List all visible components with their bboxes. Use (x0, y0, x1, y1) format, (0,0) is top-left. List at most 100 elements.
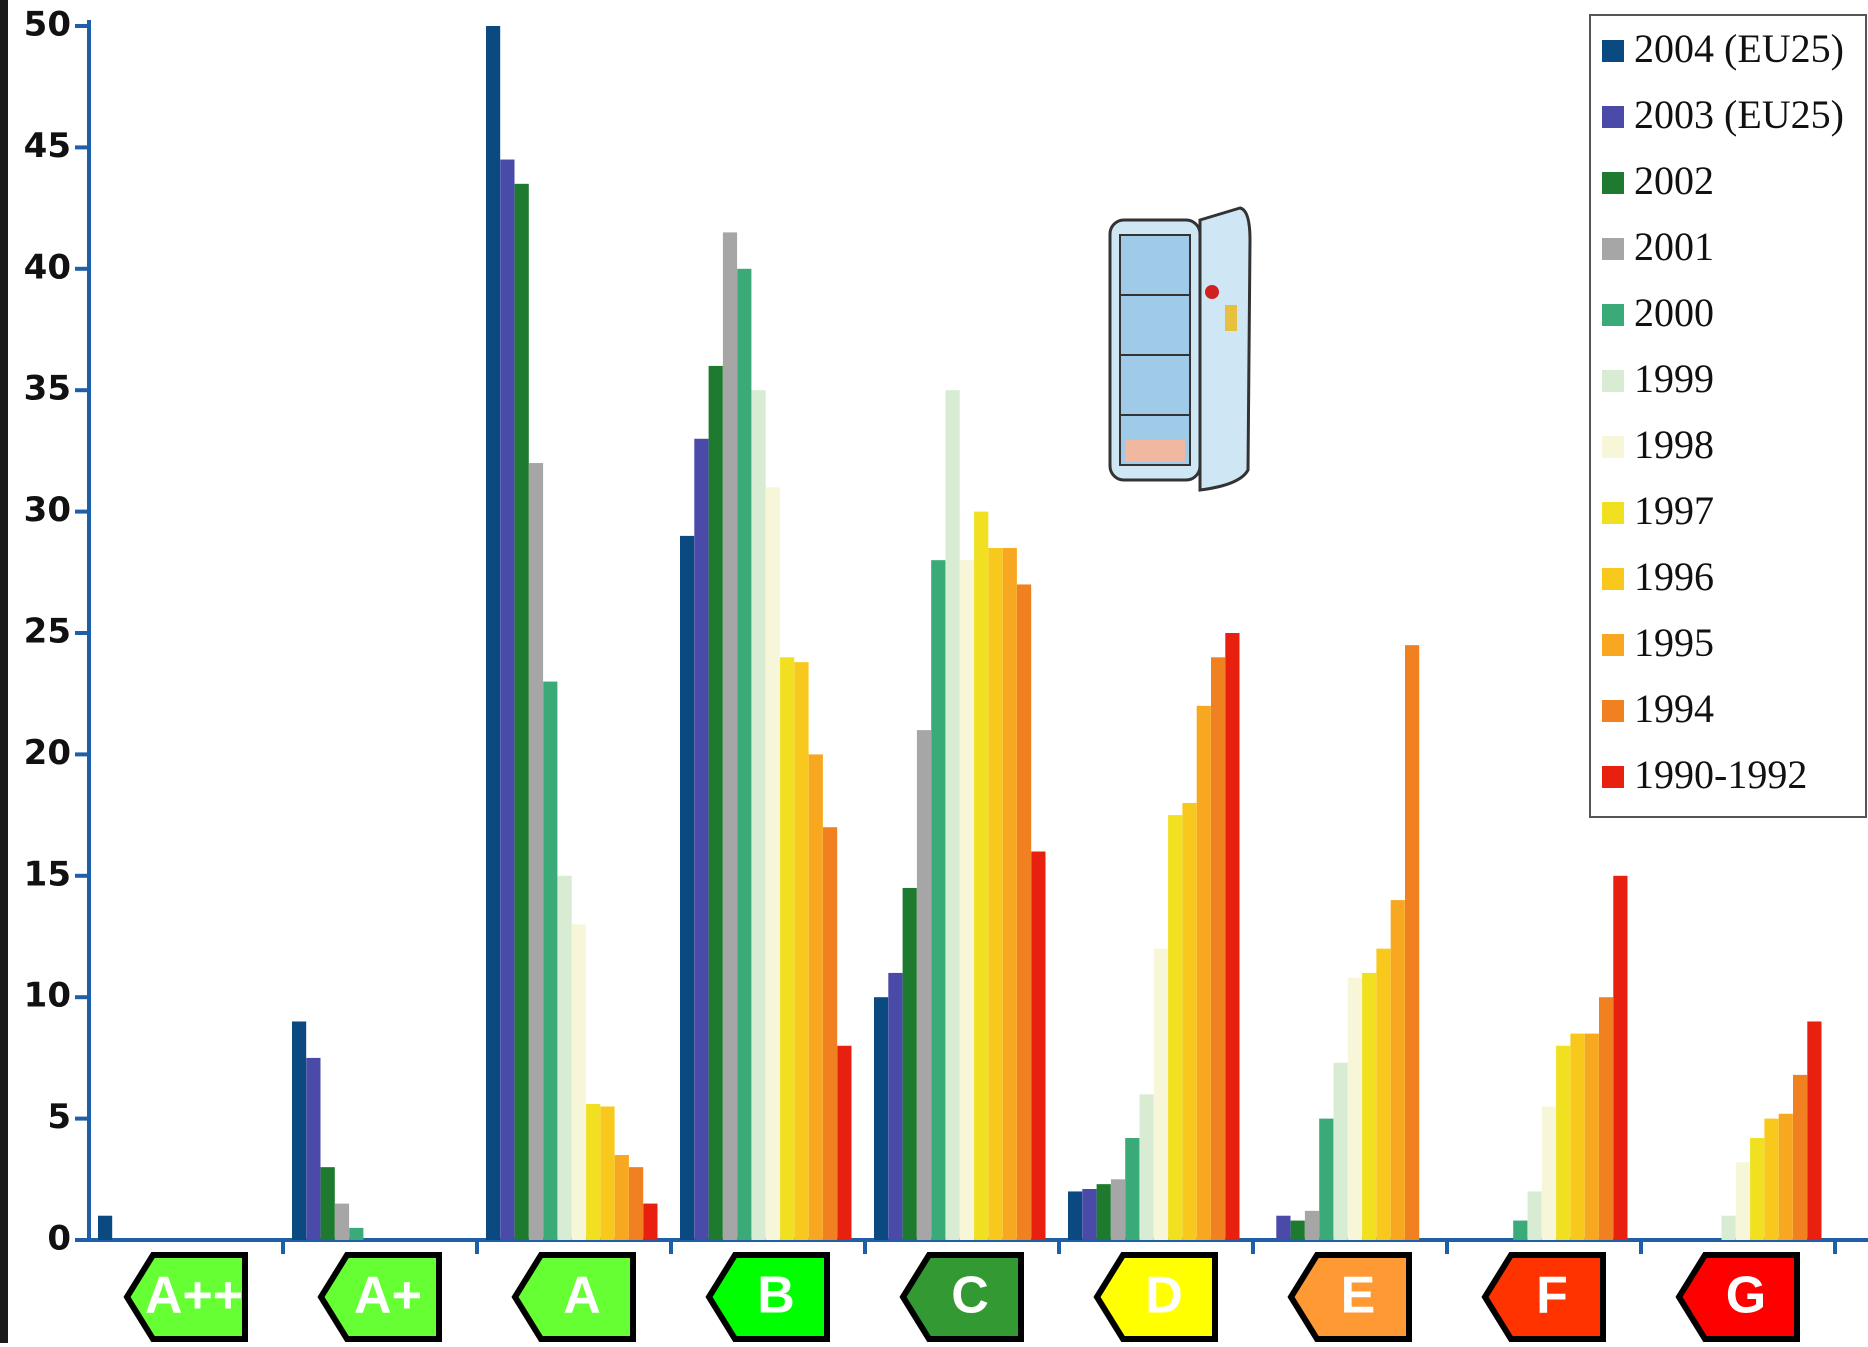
bar (1793, 1074, 1808, 1240)
bar (614, 1155, 629, 1240)
legend-label: 2001 (1634, 224, 1714, 269)
bar (98, 1215, 113, 1240)
legend-label: 2002 (1634, 158, 1714, 203)
bar (1290, 1220, 1305, 1240)
legend-swatch (1602, 304, 1624, 326)
legend-label: 2000 (1634, 290, 1714, 335)
bar (1017, 584, 1032, 1240)
bar (837, 1045, 852, 1240)
bar (1390, 900, 1405, 1240)
x-tick-label: A++ (145, 1267, 243, 1325)
bar (765, 487, 780, 1240)
category-badge (511, 1252, 636, 1342)
bar (1068, 1191, 1083, 1240)
bar (1721, 1215, 1736, 1240)
y-tick-label: 45 (24, 126, 71, 166)
y-tick-label: 50 (24, 5, 71, 45)
y-tick-label: 30 (24, 490, 71, 530)
legend-label: 2003 (EU25) (1634, 92, 1844, 137)
legend-swatch (1602, 700, 1624, 722)
bar (794, 662, 809, 1240)
bar (1096, 1184, 1111, 1240)
category-badge (899, 1252, 1024, 1342)
y-tick-label: 20 (24, 733, 71, 773)
legend-swatch (1602, 172, 1624, 194)
bar (1376, 948, 1391, 1240)
bar (708, 365, 723, 1240)
bar (722, 232, 738, 1240)
bar (643, 1203, 658, 1240)
x-tick-label: A (563, 1267, 601, 1325)
legend-label: 1996 (1634, 554, 1714, 599)
y-tick-label: 40 (24, 247, 71, 287)
legend-label: 1997 (1634, 488, 1714, 533)
bar (888, 972, 903, 1240)
bar (1319, 1118, 1334, 1240)
x-tick-label: E (1341, 1267, 1376, 1325)
category-badge (1287, 1252, 1412, 1342)
y-tick-label: 0 (47, 1219, 71, 1259)
y-tick-label: 15 (24, 854, 71, 894)
bar (1764, 1118, 1779, 1240)
x-tick-label: C (951, 1267, 989, 1325)
category-badge (123, 1252, 248, 1342)
legend-swatch (1602, 40, 1624, 62)
bar (902, 887, 917, 1240)
bar (1211, 657, 1226, 1240)
legend-label: 1995 (1634, 620, 1714, 665)
legend-label: 1999 (1634, 356, 1714, 401)
bar (528, 463, 544, 1240)
bar (1556, 1045, 1571, 1240)
category-badge (1093, 1252, 1218, 1342)
bar (1125, 1138, 1140, 1240)
bar (1002, 548, 1017, 1240)
legend-box (1589, 14, 1867, 818)
x-tick-label: A+ (354, 1267, 422, 1325)
legend-swatch (1602, 634, 1624, 656)
y-tick-label: 10 (24, 976, 71, 1016)
bar (694, 438, 709, 1240)
bar (945, 390, 960, 1240)
bar (1182, 802, 1197, 1240)
bar (486, 26, 501, 1240)
bar (514, 183, 529, 1240)
bar (586, 1104, 601, 1240)
bar (1276, 1215, 1291, 1240)
category-badge (317, 1252, 442, 1342)
bar (808, 754, 823, 1240)
bar (916, 730, 932, 1240)
bar (571, 924, 586, 1240)
x-tick-label: G (1726, 1267, 1766, 1325)
bar (1599, 997, 1614, 1240)
legend-swatch (1602, 370, 1624, 392)
bar (1807, 1021, 1822, 1240)
bar (1613, 875, 1628, 1240)
bar (1196, 705, 1211, 1240)
bar (1513, 1220, 1528, 1240)
bar (974, 511, 989, 1241)
bar (959, 560, 974, 1240)
legend-swatch (1602, 502, 1624, 524)
bar (1362, 972, 1377, 1240)
bar (349, 1227, 364, 1240)
bar (988, 548, 1003, 1240)
bar (1168, 815, 1183, 1240)
bar (600, 1106, 615, 1240)
bar (1527, 1191, 1542, 1240)
bar (737, 268, 752, 1240)
x-tick-label: F (1536, 1267, 1568, 1325)
bar (780, 657, 795, 1240)
category-badge (1481, 1252, 1606, 1342)
bar (1584, 1033, 1599, 1240)
legend-label: 1994 (1634, 686, 1714, 731)
legend-swatch (1602, 436, 1624, 458)
bar (1541, 1106, 1556, 1240)
bar (1778, 1113, 1793, 1240)
bar (1347, 977, 1362, 1240)
bar (1304, 1210, 1320, 1240)
bar (1405, 645, 1420, 1240)
bar (1153, 948, 1168, 1240)
bar (874, 997, 889, 1240)
bar (543, 681, 558, 1240)
